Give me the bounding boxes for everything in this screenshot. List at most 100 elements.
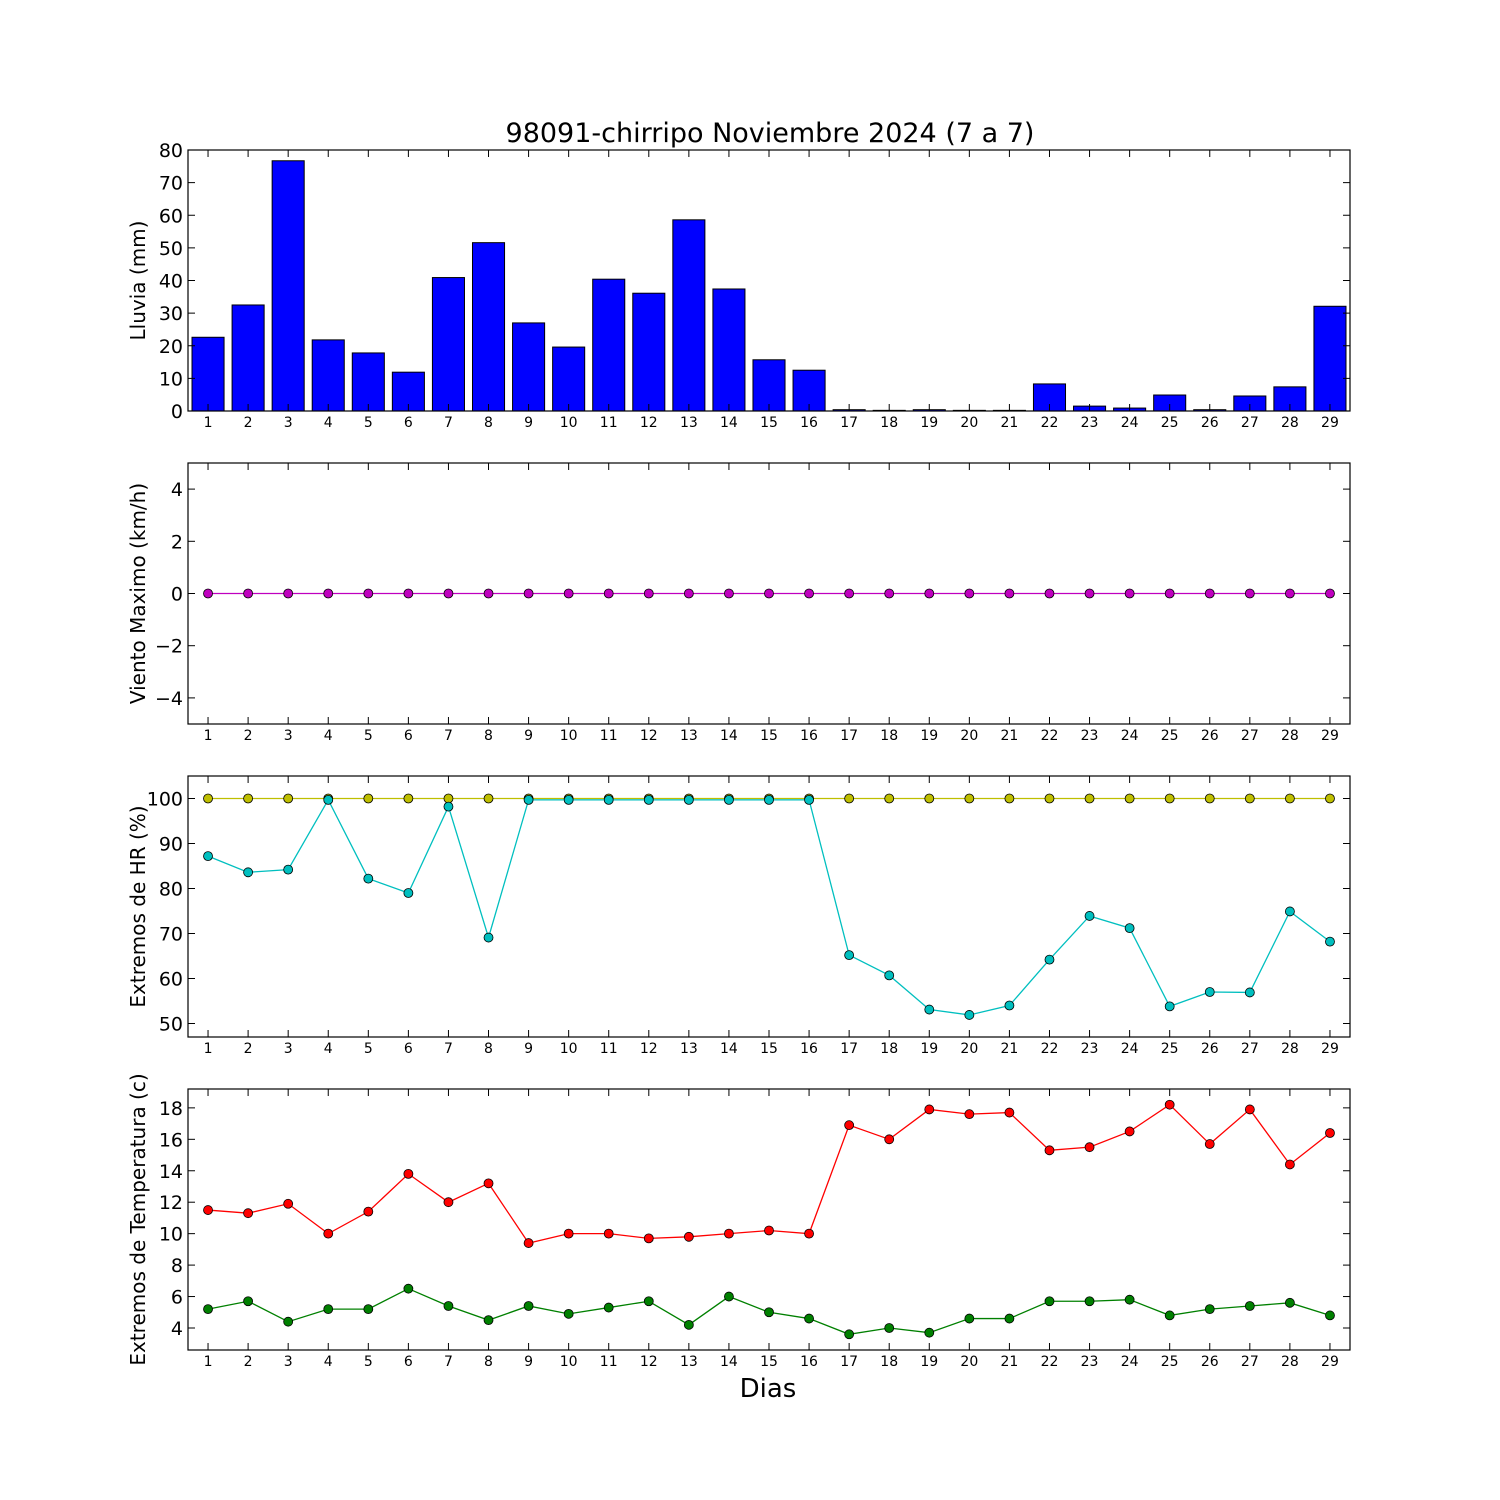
x-tick-label: 11	[600, 728, 618, 744]
series-0-point-day-27	[1244, 793, 1255, 804]
series-0-point-day-22	[1044, 793, 1055, 804]
series-1-point-day-8	[483, 932, 494, 943]
x-tick-label: 18	[880, 415, 898, 431]
series-0-point-day-3	[283, 588, 294, 599]
series-0-point-day-29	[1325, 588, 1335, 599]
series-1-point-day-18	[884, 970, 895, 981]
x-tick-label: 16	[800, 415, 818, 431]
series-1-point-day-16	[804, 794, 814, 805]
series-0-point-day-12	[643, 588, 654, 599]
x-tick-label: 17	[840, 1041, 858, 1057]
x-tick-label: 8	[484, 415, 493, 431]
series-1-point-day-19	[924, 1004, 935, 1015]
series-1-point-day-10	[563, 794, 574, 805]
series-1-point-day-12	[643, 1296, 654, 1307]
series-0-point-day-29	[1325, 1128, 1335, 1138]
x-tick-label: 11	[600, 1354, 618, 1370]
y-axis-label: Viento Maximo (km/h)	[126, 483, 150, 704]
x-tick-label: 24	[1121, 1041, 1139, 1057]
series-0-point-day-9	[523, 1238, 534, 1248]
series-1-point-day-16	[804, 1313, 814, 1324]
y-axis-label: Extremos de HR (%)	[126, 805, 150, 1007]
series-1-point-day-20	[964, 1010, 975, 1020]
x-tick-label: 23	[1081, 1041, 1099, 1057]
series-1-point-day-25	[1164, 1310, 1175, 1321]
series-0-point-day-10	[563, 588, 574, 599]
series-0-point-day-23	[1084, 1142, 1095, 1153]
series-1-point-day-22	[1044, 954, 1055, 965]
series-1-point-day-20	[964, 1313, 975, 1324]
x-tick-label: 23	[1081, 1354, 1099, 1370]
x-tick-label: 7	[444, 728, 453, 744]
series-0-point-day-18	[884, 1134, 895, 1145]
x-tick-label: 12	[640, 1354, 658, 1370]
x-tick-label: 12	[640, 415, 658, 431]
x-tick-label: 15	[760, 1041, 778, 1057]
x-tick-label: 14	[720, 1354, 738, 1370]
y-tick-label: 0	[171, 401, 183, 423]
x-tick-label: 10	[560, 1041, 578, 1057]
series-0-point-day-1	[203, 588, 213, 599]
x-tick-label: 29	[1321, 1041, 1339, 1057]
series-0-point-day-25	[1164, 1099, 1175, 1110]
x-tick-label: 16	[800, 728, 818, 744]
x-tick-label: 19	[920, 415, 938, 431]
series-1-point-day-18	[884, 1323, 895, 1333]
x-tick-label: 3	[284, 415, 293, 431]
x-tick-label: 18	[880, 1041, 898, 1057]
x-tick-label: 4	[324, 1041, 333, 1057]
x-tick-label: 9	[524, 1041, 533, 1057]
series-0-point-day-25	[1164, 588, 1175, 599]
series-1-point-day-21	[1004, 1313, 1015, 1324]
x-tick-label: 21	[1000, 1041, 1018, 1057]
series-0-point-day-7	[443, 1197, 454, 1208]
x-tick-label: 1	[204, 415, 213, 431]
x-tick-label: 1	[204, 1041, 213, 1057]
x-tick-label: 18	[880, 1354, 898, 1370]
x-tick-label: 20	[960, 1041, 978, 1057]
y-tick-label: 4	[171, 1318, 183, 1340]
x-tick-label: 4	[324, 1354, 333, 1370]
x-tick-label: 3	[284, 728, 293, 744]
series-1-point-day-28	[1285, 1297, 1295, 1308]
series-1-point-day-24	[1124, 923, 1135, 933]
bar-day-7	[431, 277, 465, 412]
x-tick-label: 4	[324, 728, 333, 744]
x-tick-label: 5	[364, 1041, 373, 1057]
series-1-point-day-15	[764, 1307, 774, 1318]
x-tick-label: 22	[1041, 1354, 1059, 1370]
x-tick-label: 2	[244, 415, 253, 431]
series-0-point-day-3	[283, 1198, 294, 1209]
x-tick-label: 8	[484, 1354, 493, 1370]
series-1-point-day-24	[1124, 1294, 1135, 1305]
x-tick-label: 28	[1281, 1354, 1299, 1370]
series-1-point-day-2	[243, 867, 254, 878]
series-0-point-day-19	[924, 793, 935, 804]
plot-area	[188, 776, 1350, 1037]
series-1-point-day-15	[764, 794, 774, 805]
x-tick-label: 6	[404, 1041, 413, 1057]
series-0-point-day-21	[1004, 588, 1015, 599]
x-tick-label: 17	[840, 415, 858, 431]
x-tick-label: 24	[1121, 1354, 1139, 1370]
series-1-point-day-26	[1204, 1304, 1215, 1315]
x-tick-label: 25	[1161, 415, 1179, 431]
x-tick-label: 21	[1000, 1354, 1018, 1370]
series-1-point-day-7	[443, 801, 454, 812]
series-1-point-day-11	[603, 1302, 614, 1313]
x-tick-label: 8	[484, 728, 493, 744]
bar-day-1	[191, 336, 225, 412]
series-1-point-day-9	[523, 1301, 534, 1311]
series-1-point-day-19	[924, 1327, 935, 1338]
series-1-point-day-1	[203, 1304, 213, 1315]
series-1-point-day-14	[724, 1291, 734, 1302]
series-1-point-day-2	[243, 1296, 254, 1307]
x-tick-label: 7	[444, 1041, 453, 1057]
series-0-point-day-2	[243, 588, 254, 599]
x-tick-label: 26	[1201, 728, 1219, 744]
chart-title: 98091-chirripo Noviembre 2024 (7 a 7)	[506, 118, 1035, 149]
series-0-point-day-18	[884, 793, 895, 804]
x-tick-label: 26	[1201, 415, 1219, 431]
